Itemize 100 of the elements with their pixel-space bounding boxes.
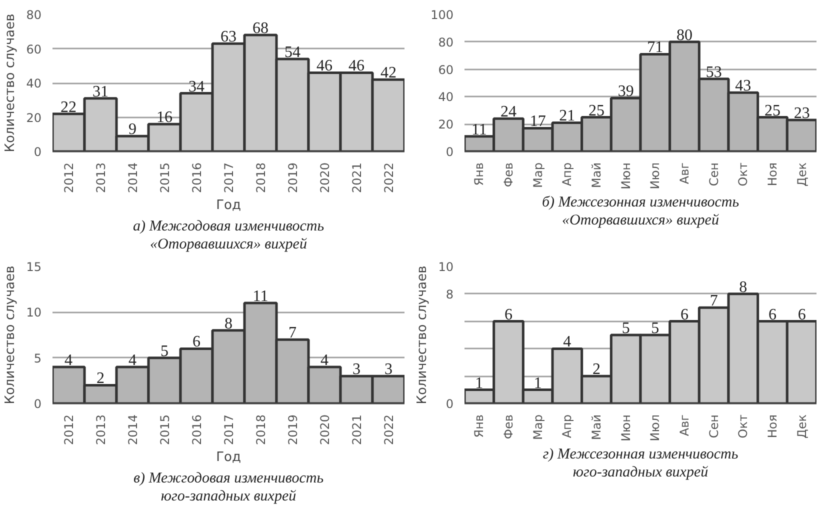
- y-tick-label: 0: [34, 145, 42, 159]
- x-tick-label: Апр: [560, 414, 574, 438]
- data-label: 43: [735, 78, 752, 95]
- data-label: 25: [588, 102, 604, 120]
- y-tick-label: 20: [26, 110, 42, 125]
- data-label: 4: [320, 352, 328, 369]
- text: а) Межгодовая изменчивость «Оторвавшихся» вихрей: [132, 218, 324, 252]
- y-tick-label: 15: [26, 260, 42, 274]
- data-label: 7: [288, 324, 296, 342]
- y-axis-title: Количество случаев: [415, 266, 430, 404]
- data-label: 53: [706, 64, 722, 81]
- text: б) Межсезонная изменчивость «Оторвавшихся» вихрей: [542, 194, 740, 228]
- data-label: 17: [530, 113, 546, 130]
- x-tick-label: Янв: [472, 414, 486, 438]
- x-tick-label: Май: [590, 162, 604, 188]
- x-tick-label: 2012: [62, 162, 76, 194]
- x-tick-label: Сен: [706, 162, 721, 186]
- x-tick-label: Ноя: [766, 162, 780, 186]
- data-label: 3: [384, 361, 392, 378]
- x-tick-label: 2017: [222, 162, 236, 194]
- x-tick-label: Апр: [560, 162, 574, 186]
- data-label: 42: [380, 64, 396, 82]
- data-label: 6: [192, 334, 200, 351]
- x-axis-title: Год: [216, 450, 241, 466]
- y-tick-label: 10: [438, 260, 454, 274]
- x-tick-label: 2017: [222, 414, 236, 446]
- x-tick-label: 2015: [158, 414, 172, 446]
- y-tick-label: 5: [34, 351, 42, 366]
- data-label: 11: [471, 121, 487, 138]
- data-label: 80: [676, 26, 692, 44]
- data-label: 11: [252, 288, 268, 306]
- x-tick-label: Янв: [472, 162, 486, 186]
- y-tick-label: 8: [446, 287, 454, 302]
- data-label: 2: [592, 361, 600, 378]
- y-tick-label: 20: [438, 118, 454, 132]
- data-label: 46: [348, 58, 364, 75]
- data-label: 6: [504, 306, 512, 324]
- x-tick-label: 2019: [286, 162, 300, 194]
- data-label: 4: [128, 352, 136, 369]
- data-label: 1: [475, 374, 484, 392]
- x-tick-label: 2013: [94, 162, 108, 194]
- y-tick-label: 0: [34, 397, 42, 411]
- data-label: 8: [739, 278, 748, 296]
- x-tick-label: 2013: [94, 414, 108, 446]
- data-label: 31: [92, 83, 108, 100]
- data-label: 63: [220, 28, 236, 46]
- x-tick-label: Май: [590, 414, 604, 440]
- x-tick-label: Июн: [618, 414, 633, 442]
- data-label: 5: [622, 320, 630, 337]
- data-label: 68: [252, 20, 268, 38]
- data-label: 46: [316, 58, 332, 75]
- y-tick-label: 80: [438, 35, 454, 50]
- data-label: 2: [96, 370, 104, 388]
- x-tick-label: Дек: [794, 162, 809, 187]
- x-tick-label: Июл: [648, 414, 662, 442]
- text: в) Межгодовая изменчивость юго-западных вихрей: [133, 470, 324, 504]
- x-tick-label: 2021: [350, 162, 364, 194]
- x-tick-label: 2016: [190, 162, 204, 194]
- data-label: 9: [128, 121, 136, 138]
- data-label: 7: [710, 292, 718, 310]
- data-label: 3: [352, 361, 360, 378]
- x-tick-label: 2022: [382, 162, 396, 194]
- y-axis-title: Количество случаев: [3, 266, 18, 404]
- x-tick-label: 2019: [286, 414, 300, 446]
- data-label: 5: [651, 320, 660, 337]
- data-label: 34: [188, 78, 204, 96]
- text: г) Межсезонная изменчивость юго-западных вихрей: [542, 446, 738, 480]
- x-tick-label: 2020: [318, 414, 332, 446]
- x-tick-label: 2018: [254, 414, 268, 446]
- x-tick-label: Окт: [736, 414, 750, 438]
- x-tick-label: 2014: [126, 414, 140, 446]
- y-tick-label: 60: [438, 62, 454, 77]
- y-tick-label: 40: [438, 90, 454, 104]
- y-tick-label: 40: [26, 76, 42, 90]
- x-tick-label: Авг: [678, 162, 692, 184]
- x-tick-label: 2016: [190, 414, 204, 446]
- x-axis-title: Год: [216, 198, 241, 214]
- data-label: 39: [618, 83, 634, 100]
- y-tick-label: 100: [430, 8, 454, 22]
- x-tick-label: Окт: [736, 162, 750, 186]
- y-tick-label: 80: [26, 8, 42, 22]
- data-label: 22: [60, 98, 76, 116]
- y-tick-label: 10: [26, 306, 42, 320]
- x-tick-label: 2015: [158, 162, 172, 194]
- x-tick-label: 2014: [126, 162, 140, 194]
- data-label: 5: [160, 342, 168, 360]
- data-label: 71: [647, 39, 664, 56]
- x-tick-label: Фев: [502, 162, 516, 188]
- x-tick-label: 2021: [350, 414, 364, 446]
- y-tick-label: 0: [446, 145, 454, 159]
- data-label: 16: [156, 109, 172, 126]
- x-tick-label: 2012: [62, 414, 76, 446]
- x-tick-label: Июн: [618, 162, 633, 190]
- x-tick-label: 2018: [254, 162, 268, 194]
- x-tick-label: Авг: [678, 414, 692, 436]
- y-tick-label: 0: [446, 397, 454, 411]
- x-tick-label: 2022: [382, 414, 396, 446]
- data-label: 23: [794, 104, 810, 122]
- data-label: 1: [534, 374, 542, 392]
- x-tick-label: Фев: [502, 414, 516, 440]
